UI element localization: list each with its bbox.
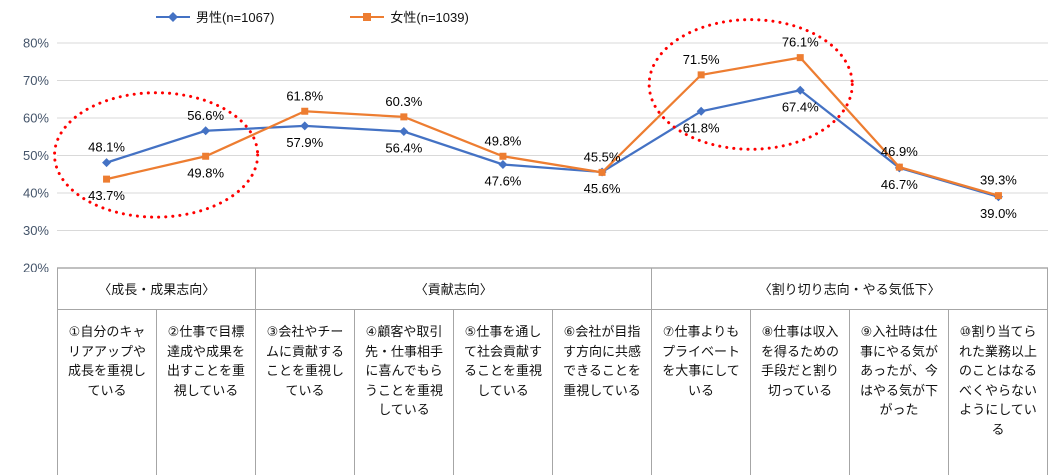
- category-label-7: ⑦仕事よりもプライベートを大事にしている: [652, 310, 751, 475]
- data-label-female: 76.1%: [782, 35, 819, 50]
- data-label-female: 46.9%: [881, 144, 918, 159]
- category-label-6: ⑥会社が目指す方向に共感できることを重視している: [553, 310, 652, 475]
- category-label-3: ③会社やチームに貢献することを重視している: [256, 310, 355, 475]
- data-label-male: 48.1%: [88, 140, 125, 155]
- data-point-male: [300, 121, 310, 131]
- series-line-female: [106, 56, 999, 197]
- data-label-male: 45.6%: [584, 181, 621, 196]
- data-point-female: [499, 152, 507, 160]
- y-tick-label: 80%: [23, 36, 49, 51]
- data-label-female: 49.8%: [485, 133, 522, 148]
- data-point-female: [796, 54, 804, 62]
- data-point-female: [301, 107, 309, 115]
- y-tick-label: 70%: [23, 73, 49, 88]
- data-label-female: 39.3%: [980, 173, 1017, 188]
- y-tick-label: 40%: [23, 186, 49, 201]
- data-label-female: 61.8%: [286, 88, 323, 103]
- data-label-female: 43.7%: [88, 188, 125, 203]
- category-label-8: ⑧仕事は収入を得るための手段だと割り切っている: [751, 310, 850, 475]
- data-label-male: 57.9%: [286, 135, 323, 150]
- data-label-male: 56.6%: [187, 108, 224, 123]
- male-series-marker-icon: [156, 11, 190, 22]
- data-point-female: [994, 192, 1002, 200]
- data-label-female: 60.3%: [385, 94, 422, 109]
- y-tick-label: 30%: [23, 223, 49, 238]
- category-label-10: ⑩割り当てられた業務以上のことはなるべくやらないようにしている: [949, 310, 1048, 475]
- group-label-contribution: 〈貢献志向〉: [256, 268, 653, 309]
- legend-label-male: 男性(n=1067): [196, 10, 275, 25]
- group-header-row: 〈成長・成果志向〉 〈貢献志向〉 〈割り切り志向・やる気低下〉: [57, 268, 1048, 310]
- category-label-row: ①自分のキャリアアップや成長を重視している ②仕事で目標達成や成果を出すことを重…: [57, 310, 1048, 475]
- data-point-female: [697, 71, 705, 79]
- data-label-female: 45.5%: [584, 149, 621, 164]
- legend-item-female: 女性(n=1039): [350, 7, 469, 26]
- data-point-male: [102, 158, 112, 168]
- data-label-male: 56.4%: [385, 141, 422, 156]
- data-point-female: [103, 175, 111, 183]
- category-label-2: ②仕事で目標達成や成果を出すことを重視している: [157, 310, 256, 475]
- data-label-male: 39.0%: [980, 206, 1017, 221]
- category-label-5: ⑤仕事を通して社会貢献することを重視している: [454, 310, 553, 475]
- highlight-ellipse: [647, 18, 854, 151]
- data-point-female: [400, 113, 408, 121]
- y-tick-label: 50%: [23, 148, 49, 163]
- category-label-1: ①自分のキャリアアップや成長を重視している: [57, 310, 157, 475]
- category-label-9: ⑨入社時は仕事にやる気があったが、今はやる気が下がった: [850, 310, 949, 475]
- data-point-male: [201, 126, 211, 136]
- y-tick-label: 20%: [23, 261, 49, 273]
- data-point-female: [895, 163, 903, 171]
- data-point-male: [399, 127, 409, 136]
- y-tick-label: 60%: [23, 111, 49, 126]
- data-label-female: 71.5%: [683, 52, 720, 67]
- data-label-female: 49.8%: [187, 165, 224, 180]
- group-label-growth: 〈成長・成果志向〉: [57, 268, 257, 309]
- data-point-female: [202, 152, 210, 160]
- category-label-4: ④顧客や取引先・仕事相手に喜んでもらうことを重視している: [355, 310, 454, 475]
- series-line-male: [106, 89, 999, 198]
- legend-item-male: 男性(n=1067): [156, 7, 274, 26]
- data-point-male: [795, 85, 805, 95]
- data-label-male: 67.4%: [782, 99, 819, 114]
- data-point-female: [598, 168, 606, 176]
- female-series-marker-icon: [350, 12, 385, 21]
- highlight-ellipse: [53, 91, 260, 219]
- legend-label-female: 女性(n=1039): [390, 10, 469, 25]
- chart-legend: 男性(n=1067) 女性(n=1039): [156, 7, 469, 26]
- group-label-pragmatic: 〈割り切り志向・やる気低下〉: [652, 268, 1048, 309]
- data-label-male: 61.8%: [683, 120, 720, 135]
- data-point-male: [498, 160, 508, 169]
- plot-area: 20% 30% 40% 50% 60% 70% 80% 48.1% 56.6% 57.9% 56.4…: [23, 18, 1048, 273]
- data-label-male: 46.7%: [881, 177, 918, 192]
- data-point-male: [696, 106, 706, 116]
- category-axis-table: 〈成長・成果志向〉 〈貢献志向〉 〈割り切り志向・やる気低下〉 ①自分のキャリア…: [57, 268, 1048, 475]
- data-label-male: 47.6%: [485, 174, 522, 189]
